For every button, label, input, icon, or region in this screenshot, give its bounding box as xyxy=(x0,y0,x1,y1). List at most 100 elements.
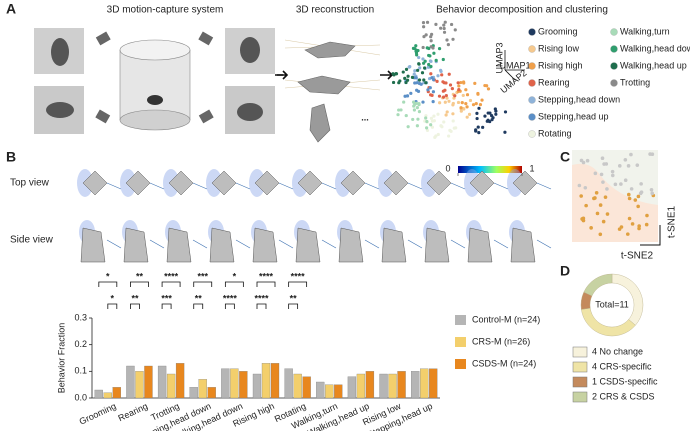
cluster-dot xyxy=(494,112,498,116)
cluster-dot xyxy=(468,98,473,103)
cluster-dot xyxy=(425,46,429,50)
skeleton xyxy=(80,227,106,263)
arena-floor xyxy=(119,109,191,131)
tsne-dot xyxy=(623,178,628,182)
cluster-dot xyxy=(442,26,446,31)
legend-label: Rising high xyxy=(538,60,583,70)
cluster-dot xyxy=(402,100,406,104)
cluster-dot xyxy=(441,57,445,62)
significance-label: **** xyxy=(259,271,274,281)
cluster-dot xyxy=(431,46,435,50)
cluster-dot xyxy=(442,30,447,34)
significance-bracket xyxy=(193,303,204,309)
cluster-dot xyxy=(443,88,447,92)
bar xyxy=(166,373,176,399)
cluster-dot xyxy=(444,93,448,98)
significance-bracket xyxy=(288,281,308,287)
tsne-dot xyxy=(635,163,640,167)
cluster-dot xyxy=(417,110,422,114)
panel-label: C xyxy=(560,149,570,165)
tsne-dot xyxy=(639,190,644,194)
cluster-dot xyxy=(453,28,457,32)
tsne-dot xyxy=(589,226,593,230)
cluster-dot xyxy=(417,78,422,82)
legend-dot xyxy=(528,130,536,138)
tsne-dot xyxy=(626,164,631,168)
cluster-dot xyxy=(397,81,401,85)
cluster-dot xyxy=(394,72,398,76)
significance-bracket xyxy=(224,303,235,309)
mouse xyxy=(147,95,163,105)
cluster-dot xyxy=(415,106,419,110)
legend-dot xyxy=(528,96,536,104)
camera xyxy=(198,109,214,124)
tsne-dot xyxy=(633,198,638,202)
cluster-dot xyxy=(405,94,410,98)
bar xyxy=(230,368,239,399)
cluster-dot xyxy=(406,125,410,129)
tail xyxy=(149,239,165,249)
tail xyxy=(450,239,466,249)
cluster-dot xyxy=(489,113,494,118)
donut-center-label: Total=11 xyxy=(595,299,629,309)
legend-swatch xyxy=(455,337,466,347)
cluster-dot xyxy=(427,62,431,67)
cluster-dot xyxy=(422,78,426,82)
tail xyxy=(493,239,509,249)
bar xyxy=(207,387,216,399)
cluster-dot xyxy=(405,78,410,82)
bar xyxy=(316,381,325,399)
cluster-dot xyxy=(424,33,428,37)
bar xyxy=(175,363,185,399)
cluster-dot xyxy=(460,101,464,105)
cluster-dot xyxy=(483,114,487,118)
tail xyxy=(407,182,423,190)
tsne-dot xyxy=(649,187,654,192)
bar xyxy=(221,368,230,399)
tsne-dot xyxy=(645,213,649,218)
significance-bracket xyxy=(161,281,181,287)
skeleton xyxy=(338,227,364,263)
tsne-dot xyxy=(605,212,610,216)
tsne-dot xyxy=(617,227,622,231)
significance-label: **** xyxy=(223,293,238,303)
cluster-dot xyxy=(432,119,436,123)
cluster-dot xyxy=(457,88,461,92)
mouse xyxy=(51,38,69,66)
legend-dot xyxy=(610,79,618,87)
significance-bracket xyxy=(288,303,299,309)
cluster-dot xyxy=(429,39,433,43)
legend-label: Walking,turn xyxy=(620,26,670,36)
cluster-dot xyxy=(445,96,449,100)
x-tick-label: Grooming xyxy=(78,401,118,427)
tsne-dot xyxy=(629,187,634,191)
cluster-dot xyxy=(430,32,434,36)
cluster-dot xyxy=(464,88,468,92)
cluster-dot xyxy=(410,75,415,79)
legend-label: Rearing xyxy=(538,77,570,87)
y-tick-label: 0.0 xyxy=(74,392,87,402)
tail xyxy=(321,239,337,249)
cluster-dot xyxy=(432,114,436,118)
cluster-dot xyxy=(401,70,405,74)
legend-swatch xyxy=(572,391,588,403)
significance-bracket xyxy=(256,281,276,287)
colorbar xyxy=(458,166,522,173)
legend-label: Walking,head down xyxy=(620,43,690,53)
cluster-dot xyxy=(422,35,426,39)
camera xyxy=(198,31,214,46)
cluster-dot xyxy=(494,109,498,113)
cluster-dot xyxy=(451,101,455,106)
bar xyxy=(252,373,262,399)
panel-title: 3D motion-capture system xyxy=(107,5,224,16)
cluster-dot xyxy=(449,22,454,27)
tsne-dot xyxy=(594,190,599,195)
cluster-dot xyxy=(428,86,432,90)
tsne-dot xyxy=(585,158,590,163)
legend-label: 4 CRS-specific xyxy=(592,361,652,371)
tail xyxy=(364,182,380,190)
tail xyxy=(192,239,208,249)
skeleton xyxy=(510,227,536,263)
cluster-dot xyxy=(414,44,418,48)
cluster-dot xyxy=(435,79,439,83)
